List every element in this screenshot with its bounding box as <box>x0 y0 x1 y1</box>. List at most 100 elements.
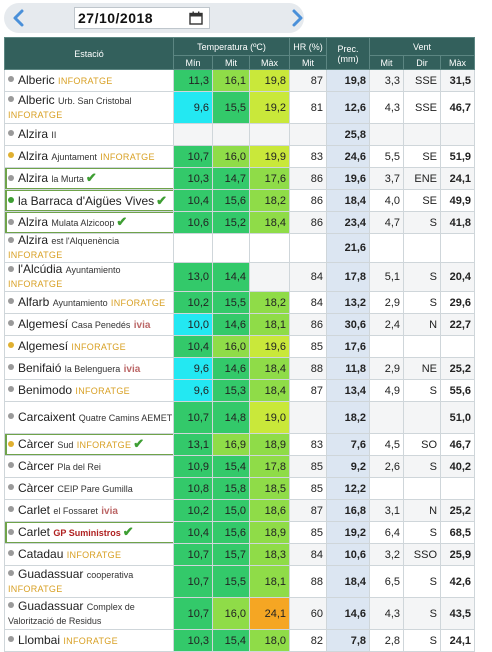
humidity-cell: 87 <box>289 379 328 402</box>
header-humidity: HR (%) <box>289 37 328 56</box>
station-name[interactable]: Alzira <box>18 171 49 185</box>
station-network-logo: INFORATGE <box>110 297 166 308</box>
station-cell[interactable]: Algemesí Casa Penedés ivia <box>4 313 174 336</box>
header-temp-min[interactable]: Mín <box>173 55 213 70</box>
verified-check-icon: ✔ <box>116 214 128 229</box>
station-network-logo: INFORATGE <box>75 385 130 396</box>
station-cell[interactable]: Benimodo INFORATGE <box>4 379 174 402</box>
verified-check-icon: ✔ <box>85 170 97 185</box>
next-day-button[interactable] <box>284 5 310 31</box>
temp-max-cell <box>248 233 291 263</box>
wind-mit-cell <box>369 401 405 434</box>
station-name[interactable]: la Barraca d'Aigües Vives <box>18 193 155 208</box>
station-status-dot-icon <box>8 218 14 225</box>
temp-mit-cell: 16,9 <box>212 433 250 456</box>
temp-max-cell: 18,1 <box>248 565 291 598</box>
station-name[interactable]: Alzira <box>18 148 49 163</box>
station-cell[interactable]: Alberic Urb. San Cristobal INFORATGE <box>4 91 174 124</box>
header-temp-max[interactable]: Màx <box>248 55 291 70</box>
station-name[interactable]: Guadassuar <box>18 566 84 581</box>
station-name[interactable]: Càrcer <box>18 480 55 495</box>
station-name[interactable]: Llombai <box>18 632 61 647</box>
humidity-cell: 88 <box>289 565 328 598</box>
wind-max-cell: 46,7 <box>440 433 476 456</box>
station-name[interactable]: Algemesí <box>18 316 69 331</box>
station-name[interactable]: Alzira <box>18 233 49 247</box>
wind-mit-cell: 4,3 <box>369 91 405 124</box>
header-wind-dir[interactable]: Dir <box>403 55 442 70</box>
station-name[interactable]: Alzira <box>18 126 49 141</box>
station-cell[interactable]: Alberic INFORATGE <box>4 69 174 92</box>
date-field[interactable]: 27/10/2018 <box>74 7 210 29</box>
station-cell[interactable]: la Barraca d'Aigües Vives ✔ <box>4 189 174 212</box>
wind-dir-cell: S <box>403 291 442 314</box>
temp-min-cell: 9,6 <box>173 379 213 402</box>
station-cell[interactable]: Càrcer Pla del Rei <box>4 455 174 478</box>
station-name[interactable]: Benimodo <box>18 382 73 397</box>
humidity-cell: 83 <box>289 433 328 456</box>
header-wind-mit[interactable]: Mit <box>369 55 405 70</box>
header-temp-mit[interactable]: Mit <box>212 55 250 70</box>
table-row: Benifaió la Belenguera ivia 9,6 14,6 18,4 88… <box>4 357 476 380</box>
humidity-cell: 87 <box>289 69 328 92</box>
wind-max-cell: 29,6 <box>440 291 476 314</box>
station-cell[interactable]: Carlet GP Suministros ✔ <box>4 521 174 544</box>
station-cell[interactable]: Alfarb Ayuntamiento INFORATGE <box>4 291 174 314</box>
station-status-dot-icon <box>8 236 14 243</box>
station-name[interactable]: Càrcer <box>18 437 55 451</box>
precipitation-cell: 18,4 <box>326 565 371 598</box>
table-row: Algemesí INFORATGE 10,4 16,0 19,6 85 17,6 <box>4 335 476 358</box>
station-cell[interactable]: Càrcer Sud INFORATGE ✔ <box>4 433 174 456</box>
wind-mit-cell <box>369 123 405 146</box>
station-cell[interactable]: Alzira la Murta ✔ <box>4 167 174 190</box>
station-name[interactable]: Alberic <box>18 92 55 107</box>
station-name[interactable]: Catadau <box>18 546 64 561</box>
station-name[interactable]: Guadassuar <box>18 598 84 613</box>
station-cell[interactable]: Càrcer CEIP Pare Gumilla <box>4 477 174 500</box>
humidity-cell: 85 <box>289 477 328 500</box>
station-cell[interactable]: Guadassuar cooperativa INFORATGE <box>4 565 174 598</box>
station-name[interactable]: Alberic <box>18 72 55 87</box>
station-name[interactable]: Càrcer <box>18 458 55 473</box>
calendar-icon[interactable] <box>189 11 203 25</box>
header-hr-mit[interactable]: Mit <box>289 55 328 70</box>
wind-max-cell <box>440 335 476 358</box>
temp-min-cell: 10,2 <box>173 499 213 522</box>
station-name[interactable]: Benifaió <box>18 360 62 375</box>
temp-mit-cell: 14,6 <box>212 357 250 380</box>
station-cell[interactable]: Benifaió la Belenguera ivia <box>4 357 174 380</box>
table-row: Benimodo INFORATGE 9,6 15,3 18,4 87 13,4 4,9 S 5… <box>4 379 476 402</box>
station-cell[interactable]: Algemesí INFORATGE <box>4 335 174 358</box>
station-cell[interactable]: Guadassuar Complex de Valorització de Re… <box>4 597 174 630</box>
station-cell[interactable]: Alzira Mulata Alzicoop ✔ <box>4 211 174 234</box>
station-cell[interactable]: Alzira est l'Alquenència INFORATGE <box>4 233 174 263</box>
station-name[interactable]: Carcaixent <box>18 409 76 424</box>
temp-mit-cell: 15,2 <box>212 211 250 234</box>
temp-max-cell: 18,4 <box>248 379 291 402</box>
table-row: Carlet el Fossaret ivia 10,2 15,0 18,6 87 16,… <box>4 499 476 522</box>
wind-max-cell <box>440 123 476 146</box>
station-cell[interactable]: Alzira II <box>4 123 174 146</box>
station-subname: Quatre Camins AEMET <box>78 412 173 423</box>
table-row: Guadassuar cooperativa INFORATGE 10,7 15,5… <box>4 565 476 598</box>
station-cell[interactable]: Carlet el Fossaret ivia <box>4 499 174 522</box>
station-cell[interactable]: Alzira Ajuntament INFORATGE <box>4 145 174 168</box>
table-row: Alzira est l'Alquenència INFORATGE 21,6 <box>4 233 476 263</box>
precipitation-cell: 13,4 <box>326 379 371 402</box>
temp-max-cell: 19,8 <box>248 69 291 92</box>
station-cell[interactable]: l'Alcúdia Ayuntamiento INFORATGE <box>4 262 174 292</box>
station-cell[interactable]: Catadau INFORATGE <box>4 543 174 566</box>
station-name[interactable]: Alzira <box>18 215 49 229</box>
station-name[interactable]: Carlet <box>18 525 51 539</box>
temp-min-cell: 10,6 <box>173 211 213 234</box>
station-name[interactable]: Algemesí <box>18 338 69 353</box>
station-name[interactable]: l'Alcúdia <box>18 262 63 276</box>
temp-min-cell: 10,4 <box>173 335 213 358</box>
header-wind-max[interactable]: Màx <box>440 55 476 70</box>
station-name[interactable]: Carlet <box>18 502 51 517</box>
header-station[interactable]: Estació <box>4 37 174 70</box>
header-precipitation[interactable]: Prec. (mm) <box>326 37 371 70</box>
station-cell[interactable]: Carcaixent Quatre Camins AEMET <box>4 401 174 434</box>
prev-day-button[interactable] <box>6 5 32 31</box>
station-name[interactable]: Alfarb <box>18 294 50 309</box>
